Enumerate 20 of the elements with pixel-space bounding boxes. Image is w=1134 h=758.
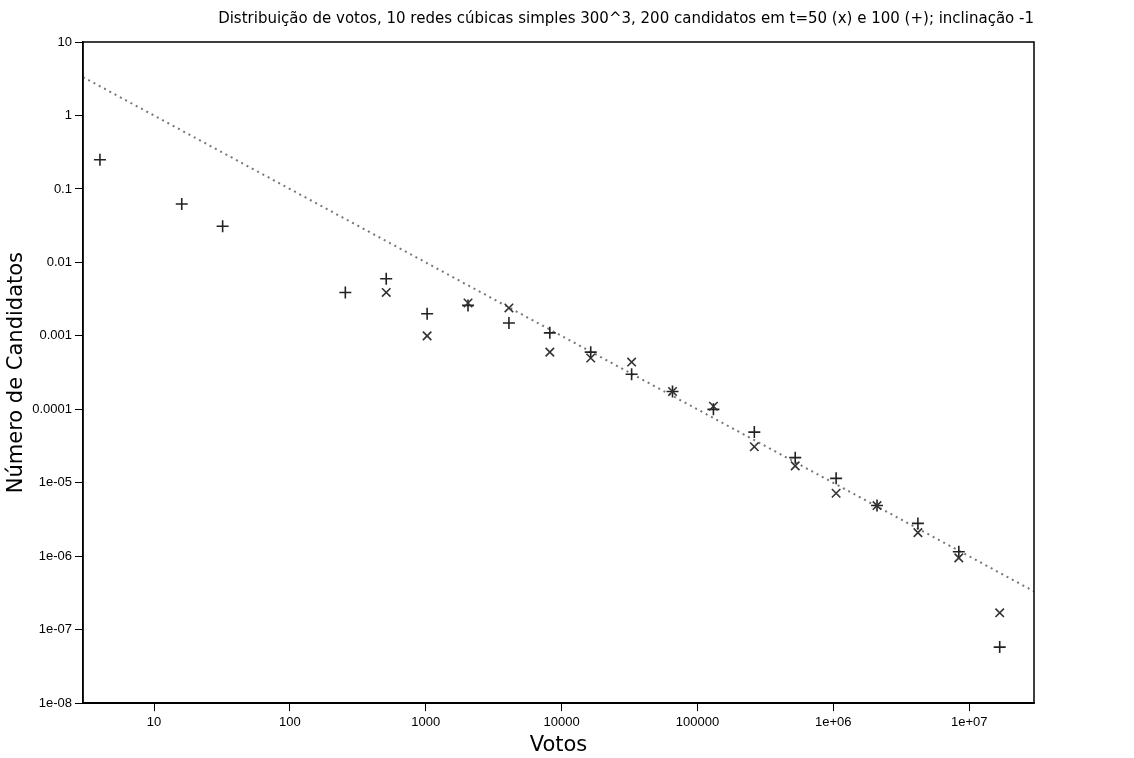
y-tick-label: 0.001: [39, 327, 72, 343]
y-tick-label: 1e-08: [38, 694, 72, 710]
y-tick-label: 1e-05: [38, 474, 72, 490]
x-tick-label: 1000: [411, 713, 441, 729]
x-tick-label: 1e+06: [815, 713, 852, 729]
x-tick-label: 100: [279, 713, 301, 729]
x-tick-label: 100000: [675, 713, 720, 729]
y-axis-title: Número de Candidatos: [3, 251, 28, 494]
x-tick-label: 10000: [543, 713, 580, 729]
x-tick-label: 10: [146, 713, 162, 729]
y-tick-label: 0.01: [46, 253, 72, 269]
y-tick-label: 1e-07: [38, 621, 72, 637]
y-tick-label: 10: [57, 33, 72, 49]
x-tick-label: 1e+07: [950, 713, 988, 729]
y-tick-label: 1: [64, 107, 72, 123]
y-tick-label: 0.0001: [32, 400, 72, 416]
x-axis-title: Votos: [529, 731, 588, 756]
y-tick-label: 1e-06: [38, 547, 72, 563]
chart-title: Distribuição de votos, 10 redes cúbicas simples 300^3, 200 candidatos em t=50 (x) e 100 (+); inclinação -1: [218, 8, 1034, 27]
y-tick-label: 0.1: [53, 180, 72, 196]
